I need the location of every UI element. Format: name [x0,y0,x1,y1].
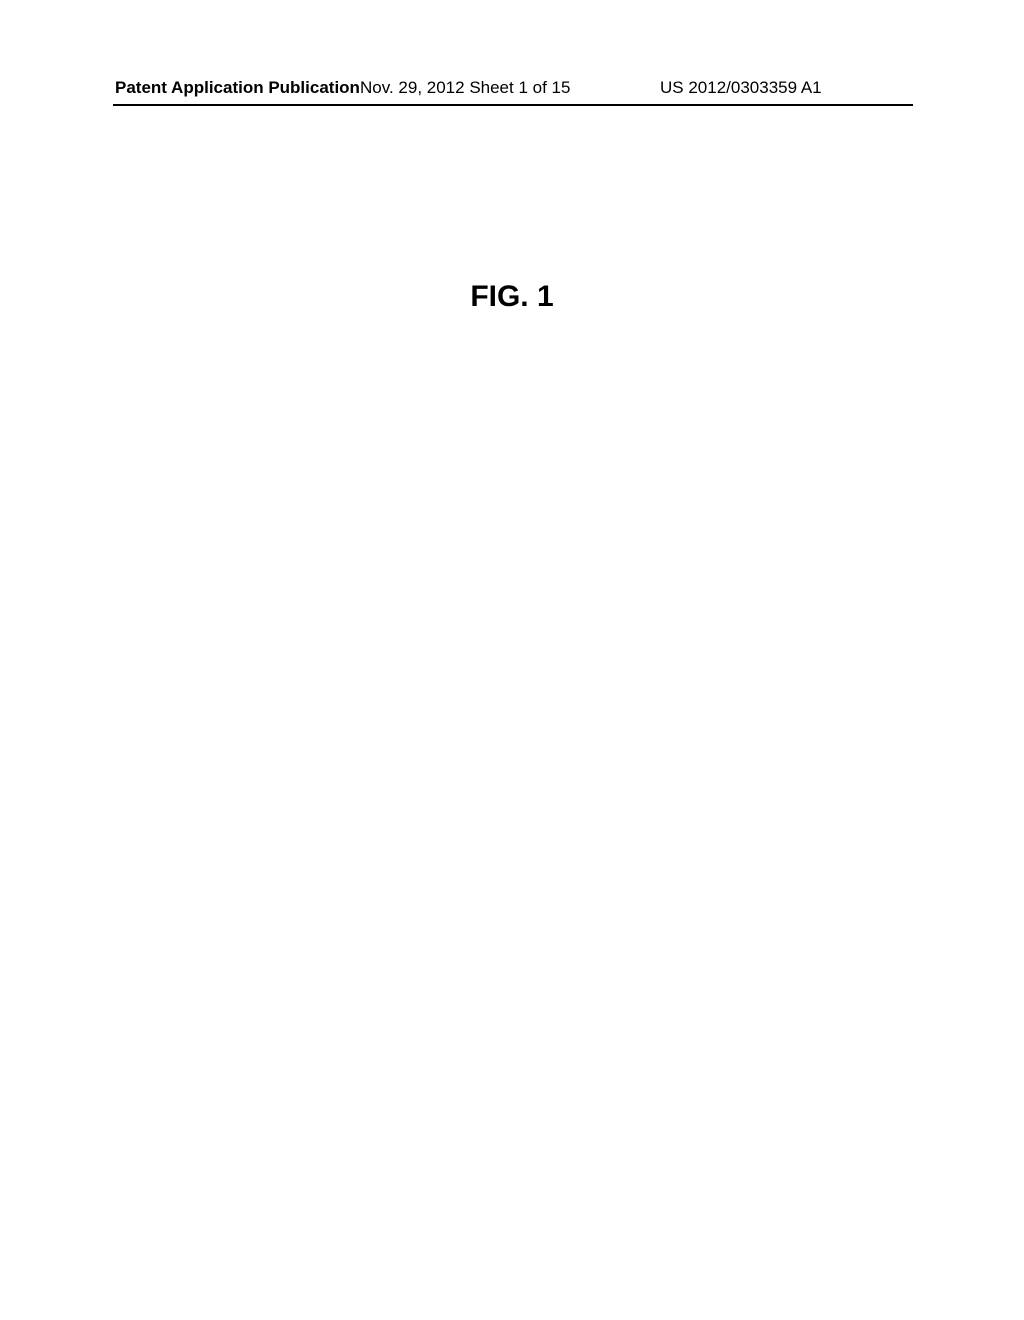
page: Patent Application Publication Nov. 29, … [0,0,1024,1320]
figure-title: FIG. 1 [0,280,1024,314]
header-right: US 2012/0303359 A1 [660,78,822,98]
diagram-svg [170,400,870,1020]
header-left: Patent Application Publication [115,78,360,98]
header-divider [113,104,913,106]
header-mid: Nov. 29, 2012 Sheet 1 of 15 [360,78,570,98]
